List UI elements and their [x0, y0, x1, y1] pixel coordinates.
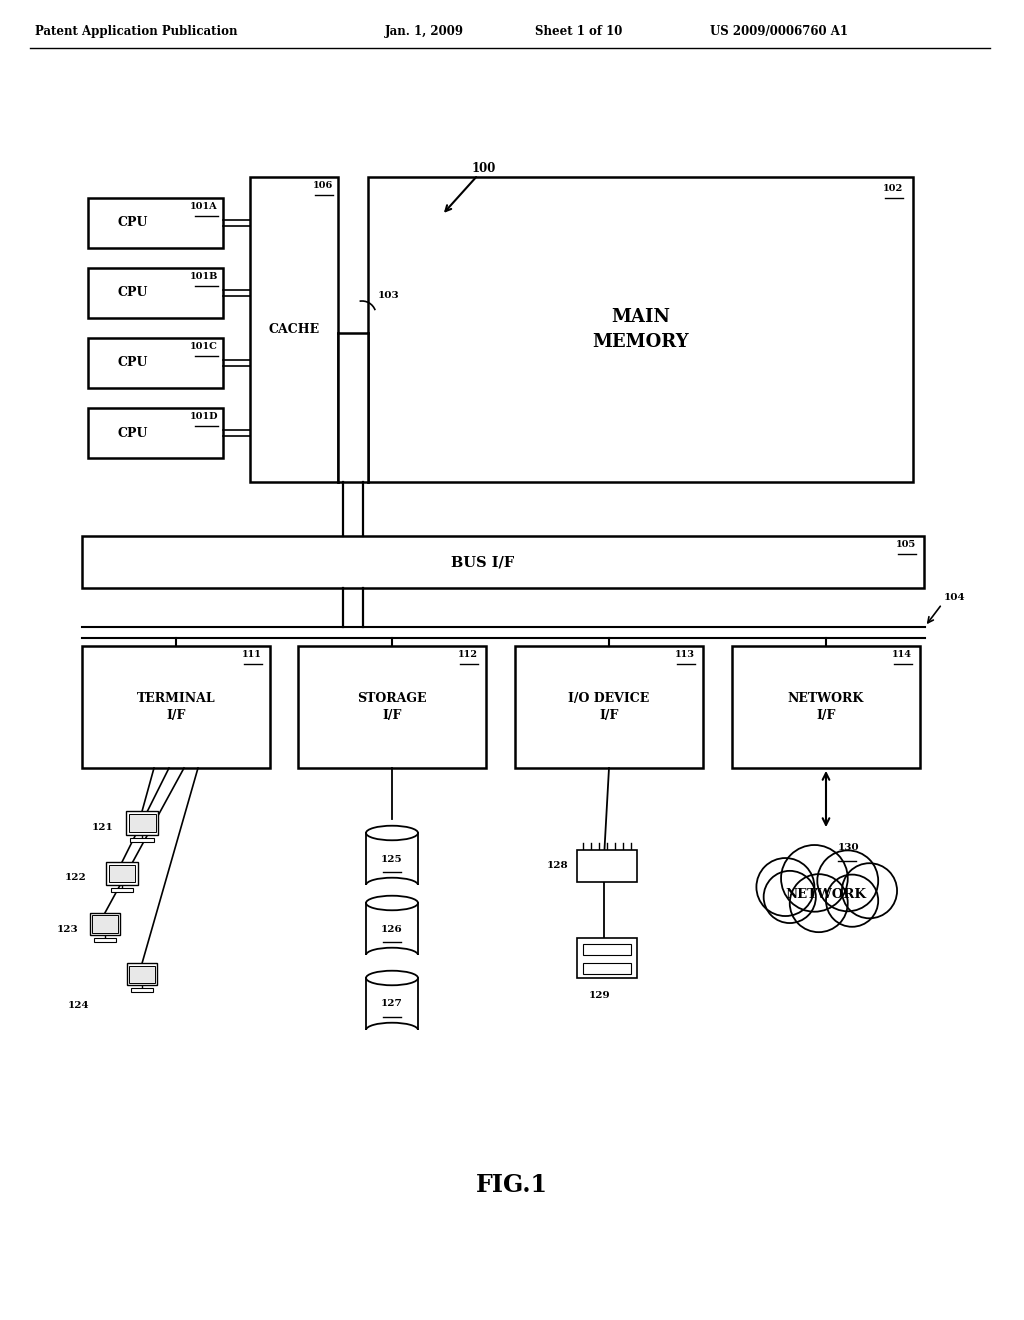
Text: TERMINAL
I/F: TERMINAL I/F	[136, 692, 215, 722]
Text: 113: 113	[675, 649, 695, 659]
Text: 123: 123	[57, 925, 79, 935]
FancyBboxPatch shape	[82, 536, 924, 587]
FancyBboxPatch shape	[298, 645, 486, 768]
FancyBboxPatch shape	[583, 944, 631, 954]
Text: 125: 125	[381, 854, 402, 863]
Text: MAIN
MEMORY: MAIN MEMORY	[592, 308, 689, 351]
Text: 103: 103	[378, 290, 399, 300]
Text: Sheet 1 of 10: Sheet 1 of 10	[535, 25, 623, 38]
FancyBboxPatch shape	[94, 937, 116, 942]
FancyBboxPatch shape	[129, 966, 155, 983]
Ellipse shape	[366, 896, 418, 911]
FancyBboxPatch shape	[577, 939, 637, 978]
FancyBboxPatch shape	[128, 814, 156, 832]
Circle shape	[781, 845, 848, 912]
Text: CPU: CPU	[118, 216, 148, 230]
Text: US 2009/0006760 A1: US 2009/0006760 A1	[710, 25, 848, 38]
Text: BUS I/F: BUS I/F	[452, 554, 515, 569]
Text: CPU: CPU	[118, 426, 148, 440]
Text: 112: 112	[458, 649, 478, 659]
Ellipse shape	[366, 878, 418, 892]
Text: 126: 126	[381, 924, 402, 933]
Text: 114: 114	[892, 649, 912, 659]
FancyBboxPatch shape	[127, 964, 157, 985]
Circle shape	[790, 874, 848, 932]
Text: 121: 121	[92, 824, 114, 833]
Text: NETWORK
I/F: NETWORK I/F	[787, 692, 864, 722]
Ellipse shape	[366, 826, 418, 841]
FancyBboxPatch shape	[88, 198, 223, 248]
Text: 106: 106	[312, 181, 333, 190]
FancyBboxPatch shape	[515, 645, 703, 768]
FancyBboxPatch shape	[577, 850, 637, 882]
Text: FIG.1: FIG.1	[476, 1173, 548, 1197]
FancyBboxPatch shape	[131, 987, 153, 993]
Ellipse shape	[366, 1023, 418, 1038]
Text: 105: 105	[896, 540, 916, 549]
Text: Patent Application Publication: Patent Application Publication	[35, 25, 238, 38]
Text: 127: 127	[381, 999, 402, 1008]
Text: CACHE: CACHE	[268, 323, 319, 337]
Circle shape	[817, 850, 879, 911]
Text: 129: 129	[589, 990, 610, 999]
FancyBboxPatch shape	[366, 978, 418, 1030]
FancyBboxPatch shape	[88, 268, 223, 318]
Text: 122: 122	[65, 874, 87, 883]
Text: 101A: 101A	[190, 202, 218, 211]
FancyBboxPatch shape	[82, 645, 270, 768]
FancyBboxPatch shape	[106, 862, 138, 884]
Circle shape	[826, 875, 879, 927]
FancyBboxPatch shape	[109, 865, 135, 882]
Circle shape	[842, 863, 897, 919]
FancyBboxPatch shape	[88, 338, 223, 388]
FancyBboxPatch shape	[89, 912, 121, 935]
Text: 102: 102	[883, 183, 903, 193]
Text: 100: 100	[472, 161, 497, 174]
Text: STORAGE
I/F: STORAGE I/F	[357, 692, 427, 722]
FancyBboxPatch shape	[732, 645, 920, 768]
Text: 101B: 101B	[189, 272, 218, 281]
FancyBboxPatch shape	[111, 887, 133, 892]
Text: 101C: 101C	[190, 342, 218, 351]
Ellipse shape	[366, 970, 418, 985]
Text: 124: 124	[68, 1001, 90, 1010]
FancyBboxPatch shape	[338, 333, 368, 482]
Circle shape	[757, 858, 814, 916]
Text: I/O DEVICE
I/F: I/O DEVICE I/F	[568, 692, 649, 722]
FancyBboxPatch shape	[368, 177, 913, 482]
Text: 130: 130	[838, 843, 859, 853]
FancyBboxPatch shape	[126, 812, 158, 834]
Circle shape	[764, 871, 816, 923]
Text: 111: 111	[242, 649, 262, 659]
Text: Jan. 1, 2009: Jan. 1, 2009	[385, 25, 464, 38]
FancyBboxPatch shape	[364, 954, 420, 965]
Text: 104: 104	[944, 593, 966, 602]
FancyBboxPatch shape	[88, 408, 223, 458]
FancyBboxPatch shape	[92, 915, 118, 932]
FancyBboxPatch shape	[583, 962, 631, 974]
Text: 128: 128	[547, 861, 568, 870]
FancyBboxPatch shape	[364, 884, 420, 894]
Text: CPU: CPU	[118, 356, 148, 370]
Ellipse shape	[366, 948, 418, 962]
FancyBboxPatch shape	[366, 833, 418, 884]
FancyBboxPatch shape	[130, 837, 154, 842]
Text: NETWORK: NETWORK	[785, 888, 866, 902]
FancyBboxPatch shape	[250, 177, 338, 482]
FancyBboxPatch shape	[366, 903, 418, 954]
FancyBboxPatch shape	[364, 1030, 420, 1039]
Text: CPU: CPU	[118, 286, 148, 300]
Text: 101D: 101D	[189, 412, 218, 421]
